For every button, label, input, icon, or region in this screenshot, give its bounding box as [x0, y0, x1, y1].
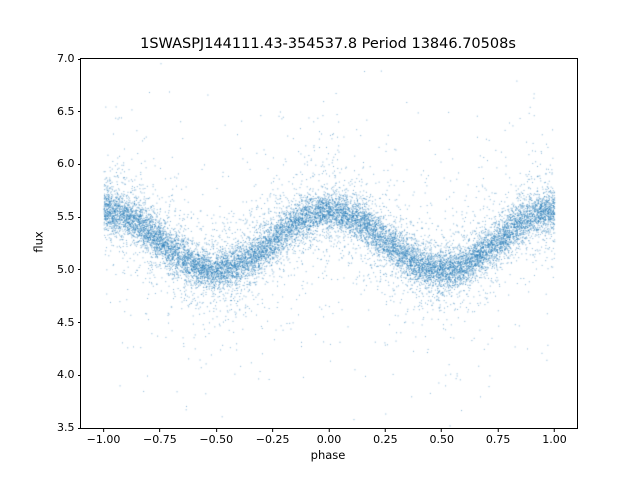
tick-mark	[77, 111, 81, 113]
x-tick: −1.00	[86, 428, 121, 446]
tick-mark	[77, 427, 81, 429]
plot-area: −1.00 −0.75 −0.50 −0.25 0.00 0.25 0.50 0…	[57, 53, 578, 445]
y-tick-label: 3.5	[57, 421, 75, 434]
tick-mark	[103, 428, 105, 432]
tick-mark	[272, 428, 274, 432]
x-tick: 1.00	[542, 428, 567, 446]
x-tick-label: −0.75	[143, 432, 177, 446]
y-tick: 3.5	[47, 421, 81, 434]
x-tick: 0.00	[316, 428, 342, 446]
tick-mark	[77, 322, 81, 324]
x-tick-label: 0.50	[429, 432, 454, 446]
x-tick: −0.75	[143, 428, 177, 446]
y-tick-label: 7.0	[57, 52, 75, 65]
tick-mark	[497, 428, 499, 432]
x-tick-label: −0.50	[199, 432, 234, 446]
x-tick-label: −0.25	[255, 432, 290, 446]
x-tick-label: 1.00	[542, 432, 567, 446]
scatter-points	[81, 59, 577, 428]
tick-mark	[77, 374, 81, 376]
x-tick: 0.50	[429, 428, 454, 446]
x-tick-label: −1.00	[86, 432, 121, 446]
y-tick: 7.0	[47, 52, 81, 65]
tick-mark	[77, 58, 81, 60]
tick-mark	[215, 428, 217, 432]
x-tick-label: 0.25	[373, 432, 398, 446]
y-tick-label: 6.5	[57, 104, 75, 118]
x-tick-label: 0.00	[316, 432, 342, 446]
y-tick: 4.0	[47, 368, 81, 382]
x-tick: 0.75	[485, 428, 511, 446]
y-tick: 5.5	[47, 210, 81, 224]
y-tick-label: 5.5	[57, 210, 75, 224]
y-tick: 6.5	[47, 104, 81, 118]
tick-mark	[77, 216, 81, 218]
chart-title: 1SWASPJ144111.43-354537.8 Period 13846.7…	[140, 36, 516, 52]
y-tick-label: 6.0	[57, 157, 75, 171]
tick-mark	[384, 428, 386, 432]
y-tick: 6.0	[47, 157, 81, 171]
y-tick: 4.5	[47, 315, 81, 329]
tick-mark	[77, 269, 81, 271]
y-axis-label: flux	[31, 231, 46, 253]
y-tick-label: 5.0	[57, 262, 75, 276]
y-tick-label: 4.0	[57, 368, 75, 382]
tick-mark	[159, 428, 161, 432]
tick-mark	[553, 428, 555, 432]
x-tick: 0.25	[373, 428, 398, 446]
x-tick: −0.50	[199, 428, 233, 446]
tick-mark	[77, 163, 81, 165]
y-tick: 5.0	[47, 262, 81, 276]
x-tick: −0.25	[255, 428, 290, 446]
tick-mark	[328, 428, 330, 432]
x-tick-label: 0.75	[485, 432, 511, 446]
x-axis-label: phase	[310, 448, 346, 462]
y-tick-label: 4.5	[57, 315, 75, 329]
tick-mark	[441, 428, 443, 432]
